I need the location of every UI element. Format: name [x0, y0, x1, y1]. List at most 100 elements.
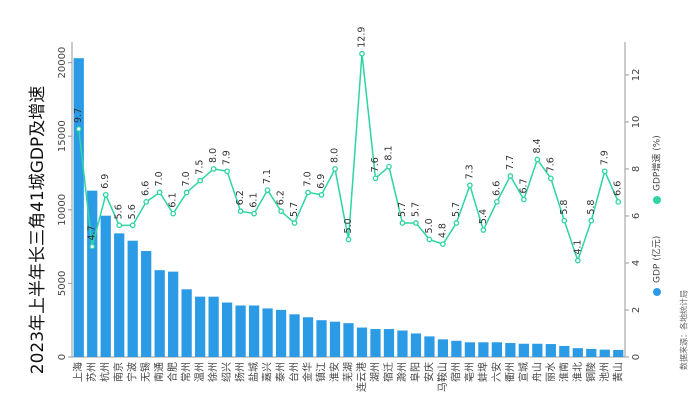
x-tick-label: 镇江	[315, 362, 328, 382]
x-tick-label: 金华	[301, 362, 314, 382]
line-point	[102, 191, 109, 198]
bar	[491, 342, 502, 357]
line-point	[116, 222, 123, 229]
line-point	[305, 189, 311, 196]
bar	[545, 344, 556, 357]
x-tick-label: 马鞍山	[436, 362, 449, 392]
x-tick-label: 台州	[288, 362, 301, 382]
bar	[356, 327, 368, 357]
bar	[302, 317, 314, 357]
x-tick-label: 衢州	[504, 362, 516, 382]
y-tick-label: 15000	[57, 120, 68, 152]
bar	[100, 215, 111, 357]
line-point	[440, 241, 446, 248]
legend-label: GDP (亿元)	[651, 236, 663, 283]
bar	[208, 296, 219, 357]
bar	[478, 342, 489, 357]
data-label: 6.2	[276, 190, 287, 205]
x-tick-label: 阜阳	[409, 362, 422, 382]
legend-label: GDP增速 (%)	[651, 135, 663, 191]
bar	[248, 305, 260, 357]
line-point	[291, 220, 298, 226]
x-tick-label: 芜湖	[342, 362, 355, 382]
data-label: 6.7	[518, 178, 529, 193]
data-label: 8.1	[383, 145, 394, 160]
x-tick-label: 连云港	[355, 362, 368, 392]
data-label: 4.7	[87, 225, 98, 240]
y2-tick-label: 10	[631, 116, 642, 129]
data-label: 6.1	[249, 192, 260, 207]
x-tick-label: 丽水	[545, 362, 557, 382]
x-tick-label: 淮南	[557, 362, 570, 382]
x-tick-label: 苏州	[85, 362, 98, 382]
data-label: 8.4	[532, 138, 543, 153]
source-note: 数据来源：各地统计局	[679, 290, 689, 370]
data-label: 12.9	[356, 27, 367, 48]
data-label: 7.9	[222, 150, 233, 165]
bar	[397, 330, 408, 357]
y2-tick-label: 8	[631, 166, 642, 172]
bar	[168, 271, 179, 357]
line-point	[507, 173, 514, 179]
data-label: 6.6	[613, 181, 624, 196]
line-point	[399, 220, 406, 226]
x-tick-label: 上海	[72, 362, 85, 382]
line-point	[574, 257, 581, 264]
x-tick-label: 宣城	[517, 362, 530, 382]
data-label: 5.6	[114, 204, 125, 219]
x-tick-label: 扬州	[234, 362, 247, 382]
data-label: 7.7	[505, 155, 516, 170]
line-point	[413, 220, 419, 226]
bar	[73, 58, 84, 357]
data-label: 7.9	[599, 150, 610, 165]
bar	[262, 308, 273, 357]
line-point	[467, 182, 473, 189]
y2-tick-label: 12	[631, 69, 642, 82]
line-point	[520, 196, 527, 203]
line-point	[332, 166, 338, 172]
x-tick-label: 杭州	[99, 362, 112, 382]
bar	[275, 309, 287, 357]
bar	[154, 270, 165, 357]
bar	[370, 329, 381, 357]
x-tick-label: 绍兴	[220, 362, 233, 382]
data-label: 7.1	[262, 169, 273, 184]
line-point	[170, 210, 177, 217]
line-point	[264, 187, 271, 193]
line-point	[278, 208, 284, 215]
bar	[518, 343, 529, 357]
data-label: 5.4	[478, 209, 489, 224]
line-point	[588, 217, 595, 224]
bar	[195, 296, 206, 357]
x-tick-label: 舟山	[530, 362, 543, 382]
line-point	[75, 126, 82, 132]
data-label: 8.0	[330, 148, 341, 163]
bar	[586, 348, 597, 357]
data-label: 5.7	[397, 202, 408, 217]
data-label: 9.7	[73, 108, 84, 123]
data-label: 5.6	[127, 204, 138, 219]
data-label: 7.3	[464, 164, 475, 179]
bar	[559, 345, 570, 357]
bar	[221, 302, 233, 357]
data-label: 6.1	[168, 192, 179, 207]
y2-tick-label: 6	[631, 213, 642, 219]
data-label: 5.0	[424, 218, 435, 233]
bar	[329, 321, 341, 357]
y2-tick-label: 0	[631, 354, 642, 360]
line-point	[561, 217, 568, 224]
line-point	[453, 220, 460, 226]
bar	[316, 320, 327, 357]
line-point	[210, 166, 217, 172]
data-label: 7.6	[370, 157, 381, 172]
data-label: 5.8	[586, 200, 597, 215]
line-point	[89, 243, 96, 250]
data-label: 6.9	[316, 174, 327, 189]
line-point	[386, 163, 392, 170]
x-tick-label: 铜陵	[585, 362, 597, 382]
data-label: 4.1	[572, 240, 583, 255]
line-point	[237, 208, 244, 215]
bar	[505, 343, 516, 357]
bar	[114, 233, 125, 357]
